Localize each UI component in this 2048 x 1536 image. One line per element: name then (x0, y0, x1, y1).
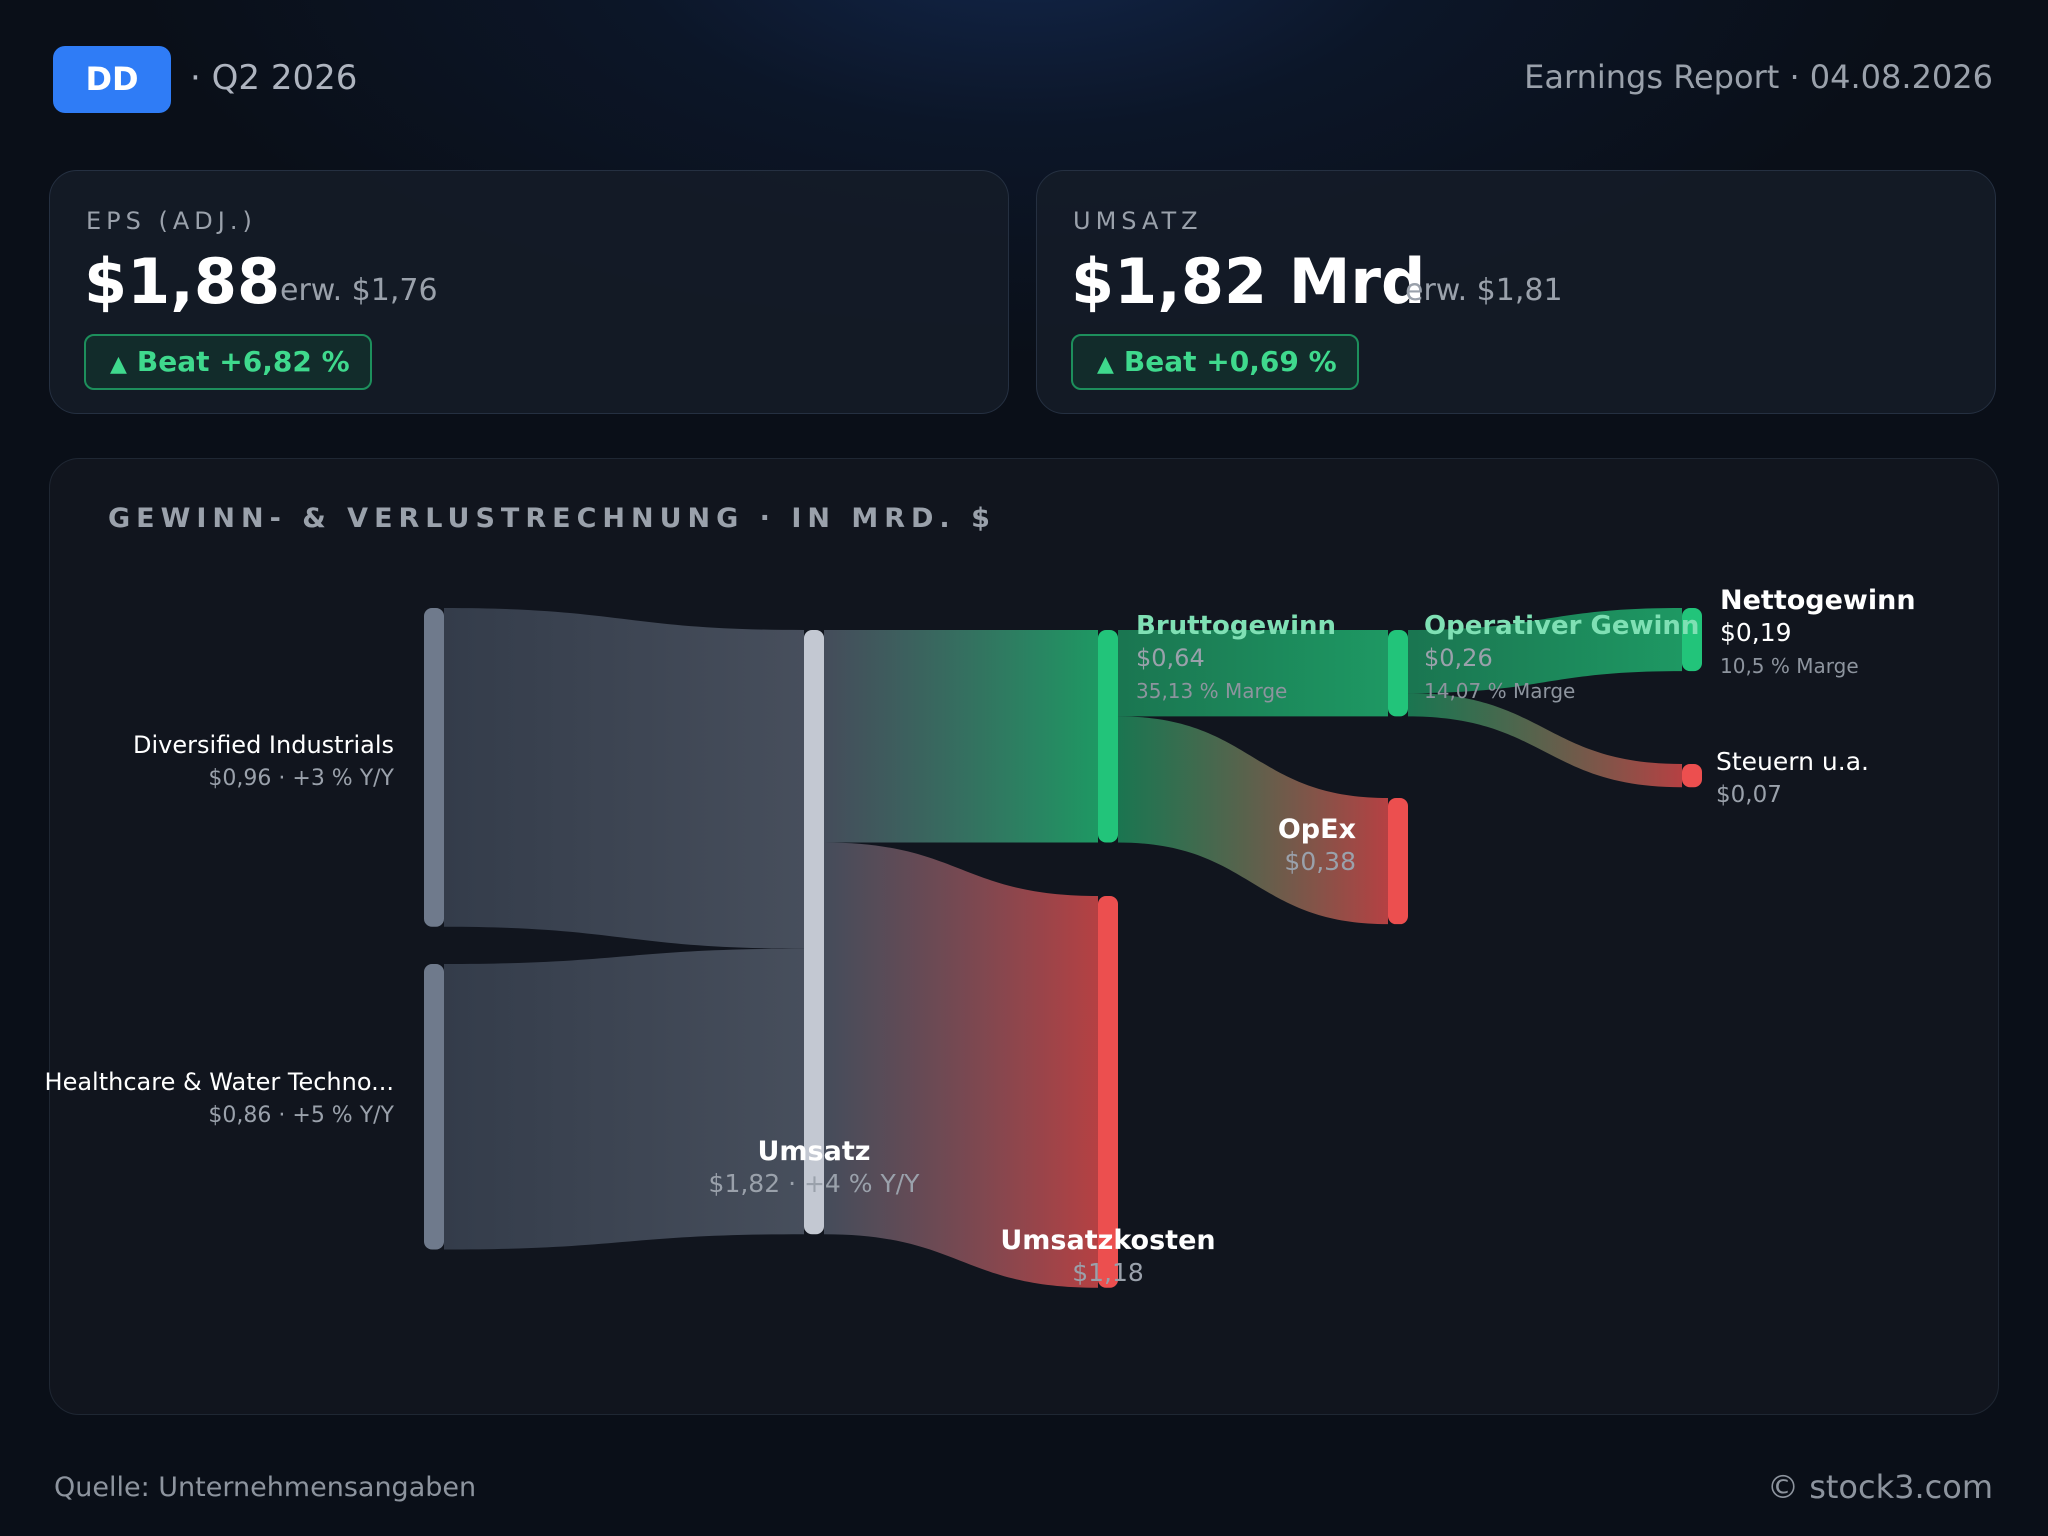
flow-di-rev (444, 608, 804, 949)
node-label-di: Diversified Industrials (133, 731, 394, 759)
node-bar-rev (804, 630, 824, 1235)
node-margin-op: 14,07 % Marge (1424, 679, 1575, 703)
node-value-op: $0,26 (1424, 644, 1493, 672)
node-value-net: $0,19 (1720, 618, 1792, 647)
node-label-opex: OpEx (1278, 814, 1356, 845)
revenue-label: UMSATZ (1073, 207, 1203, 235)
flow-hw-rev (444, 948, 804, 1250)
triangle-up-icon: ▲ (1097, 352, 1114, 377)
node-label-cogs: Umsatzkosten (1000, 1225, 1215, 1256)
eps-label: EPS (ADJ.) (86, 207, 257, 235)
triangle-up-icon: ▲ (110, 352, 127, 377)
node-bar-hw (424, 964, 444, 1250)
copyright: © stock3.com (1767, 1468, 1993, 1506)
node-label-rev: Umsatz (758, 1136, 871, 1167)
node-bar-op (1388, 630, 1408, 717)
eps-beat-label: Beat +6,82 % (136, 345, 350, 378)
node-label-net: Nettogewinn (1720, 585, 1916, 616)
revenue-card: UMSATZ $1,82 Mrd erw. $1,81 ▲ Beat +0,69 … (1036, 170, 1996, 414)
node-bar-net (1682, 608, 1702, 672)
period-label: · Q2 2026 (190, 58, 358, 98)
eps-beat-badge: ▲ Beat +6,82 % (84, 334, 372, 390)
node-value-opex: $0,38 (1284, 847, 1356, 876)
node-margin-gp: 35,13 % Marge (1136, 679, 1287, 703)
revenue-beat-label: Beat +0,69 % (1123, 345, 1337, 378)
eps-card: EPS (ADJ.) $1,88 erw. $1,76 ▲ Beat +6,82 … (49, 170, 1009, 414)
node-bar-tax (1682, 764, 1702, 788)
node-value-tax: $0,07 (1716, 782, 1782, 808)
node-label-op: Operativer Gewinn (1424, 611, 1699, 641)
node-value-cogs: $1,18 (1072, 1258, 1144, 1287)
node-value-hw: $0,86 · +5 % Y/Y (208, 1103, 394, 1128)
flow-gp-opex (1118, 716, 1388, 925)
node-bar-di (424, 608, 444, 927)
node-bar-opex (1388, 798, 1408, 925)
panel-title: GEWINN- & VERLUSTRECHNUNG · IN MRD. $ (108, 503, 996, 534)
ticker-badge: DD (53, 46, 171, 113)
flow-rev-cogs (824, 842, 1098, 1288)
revenue-value: $1,82 Mrd (1071, 245, 1426, 318)
revenue-estimate: erw. $1,81 (1405, 273, 1563, 308)
node-bar-cogs (1098, 896, 1118, 1288)
node-bar-gp (1098, 630, 1118, 843)
node-value-di: $0,96 · +3 % Y/Y (208, 766, 394, 791)
eps-value: $1,88 (84, 245, 281, 318)
report-date: Earnings Report · 04.08.2026 (1524, 58, 1993, 96)
node-label-gp: Bruttogewinn (1136, 611, 1336, 641)
flow-op-net (1408, 608, 1682, 694)
node-value-rev: $1,82 · +4 % Y/Y (709, 1169, 921, 1198)
node-value-gp: $0,64 (1136, 644, 1205, 672)
eps-estimate: erw. $1,76 (280, 273, 438, 308)
flow-gp-op (1118, 630, 1388, 717)
flow-rev-gp (824, 630, 1098, 843)
node-margin-net: 10,5 % Marge (1720, 654, 1859, 678)
node-label-hw: Healthcare & Water Techno... (45, 1068, 394, 1096)
node-label-tax: Steuern u.a. (1716, 747, 1869, 776)
source-note: Quelle: Unternehmensangaben (54, 1472, 477, 1503)
flow-op-tax (1408, 693, 1682, 788)
revenue-beat-badge: ▲ Beat +0,69 % (1071, 334, 1359, 390)
